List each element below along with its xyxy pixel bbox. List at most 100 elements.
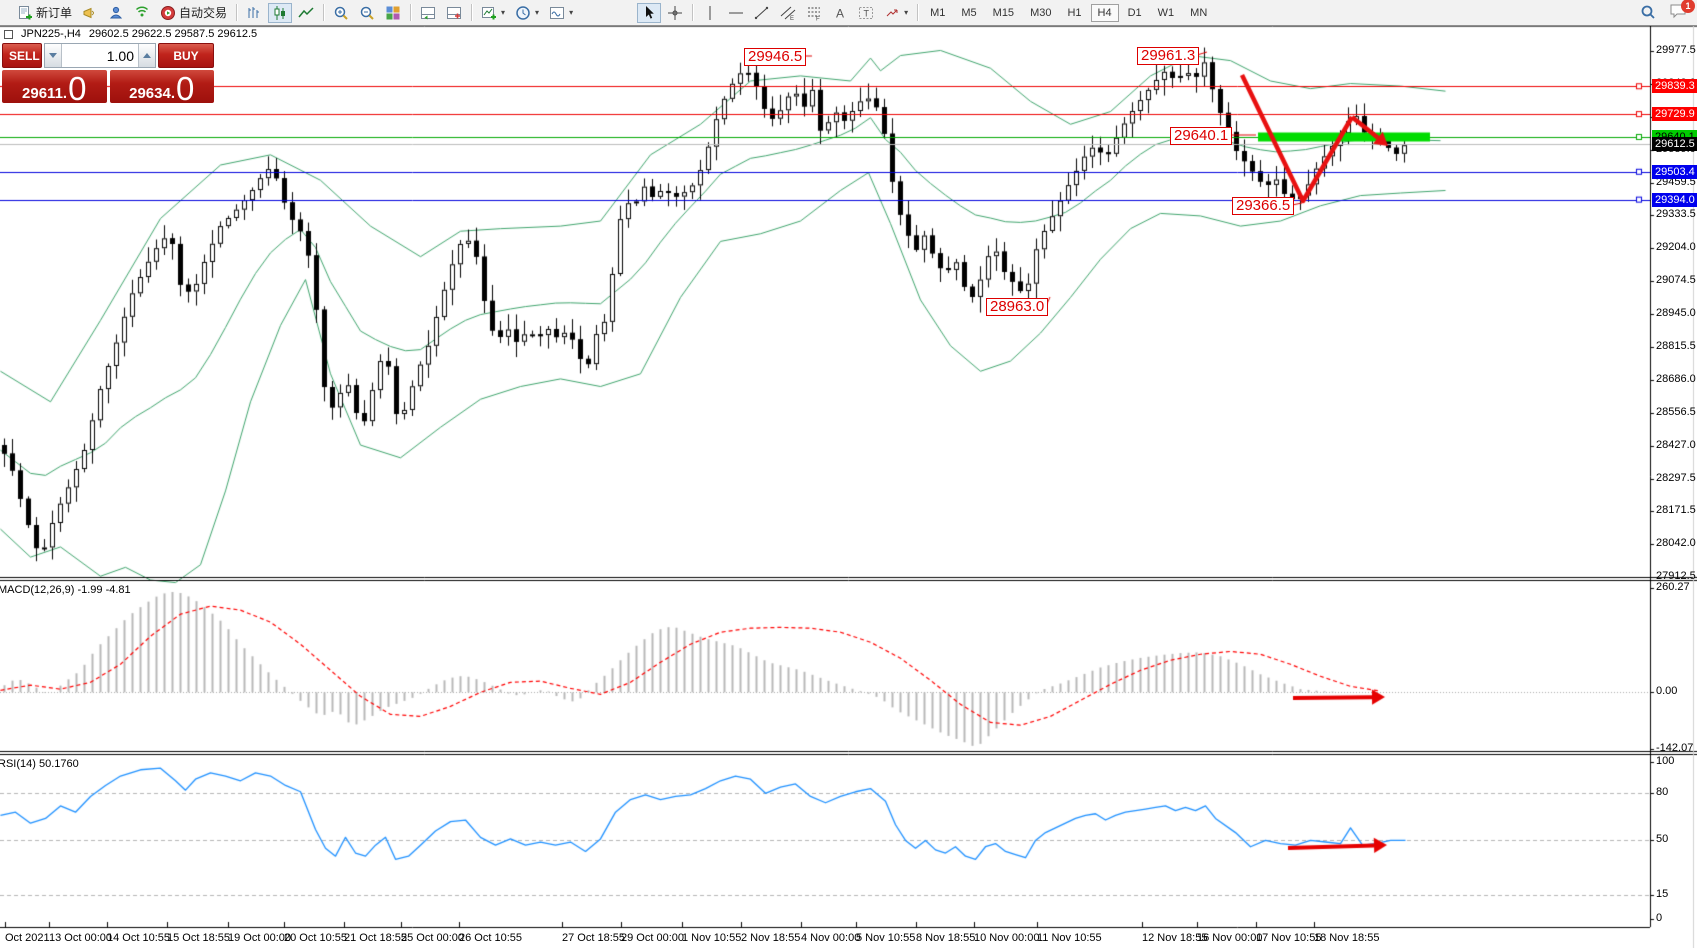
rsi-axis-label: 15	[1656, 888, 1669, 901]
price-axis-label: 28297.5	[1656, 471, 1696, 484]
timeframe-mn-button[interactable]: MN	[1183, 4, 1214, 22]
dropdown-caret[interactable]: ▾	[535, 8, 540, 17]
svg-text:T: T	[864, 8, 870, 18]
bar-chart-mode-button[interactable]	[242, 3, 266, 23]
fibonacci-icon: F	[806, 5, 822, 21]
price-callout-label[interactable]: 28963.0	[986, 298, 1049, 316]
price-axis-label: 29977.5	[1656, 44, 1696, 57]
text-label-tool-button[interactable]: T	[854, 3, 878, 23]
time-axis-label: Oct 2021	[5, 932, 50, 944]
timeframe-toolbar: M1 M5 M15 M30 H1 H4 D1 W1 MN	[922, 3, 1215, 22]
main-toolbar: 新订单 自动交易 ▾ ▾ ▾ E F	[0, 0, 1697, 26]
time-axis-label: 13 Oct 00:00	[49, 932, 112, 944]
price-callout-label[interactable]: 29946.5	[744, 48, 807, 66]
buy-price-display[interactable]: 29634. 0	[109, 70, 214, 107]
time-axis-label: 5 Nov 10:55	[856, 932, 916, 944]
price-level-badge: 29503.4	[1652, 164, 1697, 179]
dropdown-caret[interactable]: ▾	[501, 8, 506, 17]
text-tool-button[interactable]: A	[828, 3, 852, 23]
crosshair-icon	[667, 5, 683, 21]
price-callout-label[interactable]: 29961.3	[1137, 47, 1200, 65]
volume-decrease-button[interactable]	[45, 44, 62, 67]
alerts-button[interactable]	[78, 3, 102, 23]
price-axis-label: 28556.5	[1656, 405, 1696, 418]
timeframe-w1-button[interactable]: W1	[1151, 4, 1182, 22]
trendline-icon	[754, 5, 770, 21]
volume-increase-button[interactable]	[138, 44, 155, 67]
equidistant-channel-tool-button[interactable]: E	[776, 3, 800, 23]
bar-chart-icon	[246, 5, 262, 21]
price-axis-label: 27912.5	[1656, 569, 1696, 582]
line-chart-mode-button[interactable]	[294, 3, 318, 23]
auto-trading-button[interactable]: 自动交易	[156, 3, 231, 23]
price-callout-label[interactable]: 29640.1	[1170, 127, 1233, 145]
price-callout-label[interactable]: 29366.5	[1232, 197, 1295, 215]
new-chart-icon	[481, 5, 497, 21]
signal-button[interactable]	[130, 3, 154, 23]
time-axis-label: 14 Oct 10:55	[107, 932, 170, 944]
crosshair-tool-button[interactable]	[663, 3, 687, 23]
timeframe-h1-button[interactable]: H1	[1060, 4, 1088, 22]
triangle-down-icon	[49, 53, 57, 58]
timeframe-d1-button[interactable]: D1	[1121, 4, 1149, 22]
time-axis-label: 17 Nov 10:55	[1256, 932, 1322, 944]
new-chart-button[interactable]: ▾	[477, 3, 509, 23]
bid-price-badge: 29612.5	[1652, 137, 1697, 151]
one-click-trading-panel: SELL BUY 29611.0 29634.0	[2, 43, 214, 107]
price-axis-label: 29333.5	[1656, 208, 1696, 221]
buy-button[interactable]: BUY	[158, 43, 214, 68]
time-axis-label: 8 Nov 18:55	[916, 932, 976, 944]
timeframe-clock-icon	[515, 5, 531, 21]
fibonacci-tool-button[interactable]: F	[802, 3, 826, 23]
time-axis-label: 18 Nov 18:55	[1314, 932, 1380, 944]
tile-windows-button[interactable]	[381, 3, 405, 23]
arrows-tool-button[interactable]: ▾	[880, 3, 912, 23]
zoom-out-icon	[359, 5, 375, 21]
vertical-line-tool-button[interactable]	[698, 3, 722, 23]
timeframe-m30-button[interactable]: M30	[1023, 4, 1058, 22]
timeframe-m15-button[interactable]: M15	[986, 4, 1021, 22]
sell-price-main: 29611.	[22, 85, 68, 102]
chat-button[interactable]: 1	[1669, 0, 1695, 22]
new-order-label: 新订单	[36, 6, 73, 20]
svg-text:A: A	[836, 6, 844, 20]
timeframes-menu-button[interactable]: ▾	[511, 3, 543, 23]
sell-button[interactable]: SELL	[2, 43, 42, 68]
indicator-window-add-button[interactable]	[442, 3, 466, 23]
zoom-out-button[interactable]	[355, 3, 379, 23]
line-chart-icon	[298, 5, 314, 21]
new-order-icon	[17, 5, 33, 21]
time-axis-label: 19 Oct 00:00	[228, 932, 291, 944]
publisher-button[interactable]	[104, 3, 128, 23]
time-axis-label: 26 Oct 10:55	[459, 932, 522, 944]
buy-price-big-digit: 0	[176, 70, 195, 107]
signal-icon	[134, 5, 150, 21]
volume-input[interactable]	[62, 44, 138, 67]
macd-axis-label: -142.07	[1656, 742, 1694, 755]
new-order-button[interactable]: 新订单	[13, 3, 76, 23]
indicator-window-add-icon	[446, 5, 462, 21]
search-button[interactable]	[1636, 2, 1660, 22]
timeframe-h4-button[interactable]: H4	[1090, 3, 1119, 22]
horn-icon	[82, 5, 98, 21]
timeframe-m5-button[interactable]: M5	[954, 4, 983, 22]
toolbar-separator	[323, 4, 325, 21]
dropdown-caret[interactable]: ▾	[569, 8, 574, 17]
chart-template-icon	[549, 5, 565, 21]
zoom-in-button[interactable]	[329, 3, 353, 23]
dropdown-caret[interactable]: ▾	[904, 8, 909, 17]
chart-template-button[interactable]: ▾	[545, 3, 577, 23]
indicator-window-button[interactable]	[416, 3, 440, 23]
time-axis-label: 12 Nov 18:55	[1142, 932, 1208, 944]
candlestick-mode-button[interactable]	[268, 2, 293, 23]
auto-trading-label: 自动交易	[179, 6, 228, 20]
sell-price-display[interactable]: 29611. 0	[2, 70, 107, 105]
price-level-badge: 29729.9	[1652, 107, 1697, 122]
chart-header: JPN225-,H4 29602.5 29622.5 29587.5 29612…	[4, 28, 257, 40]
price-axis-label: 28427.0	[1656, 438, 1696, 451]
timeframe-m1-button[interactable]: M1	[923, 4, 952, 22]
horizontal-line-tool-button[interactable]	[724, 3, 748, 23]
trendline-tool-button[interactable]	[750, 3, 774, 23]
cursor-tool-button[interactable]	[637, 2, 662, 23]
